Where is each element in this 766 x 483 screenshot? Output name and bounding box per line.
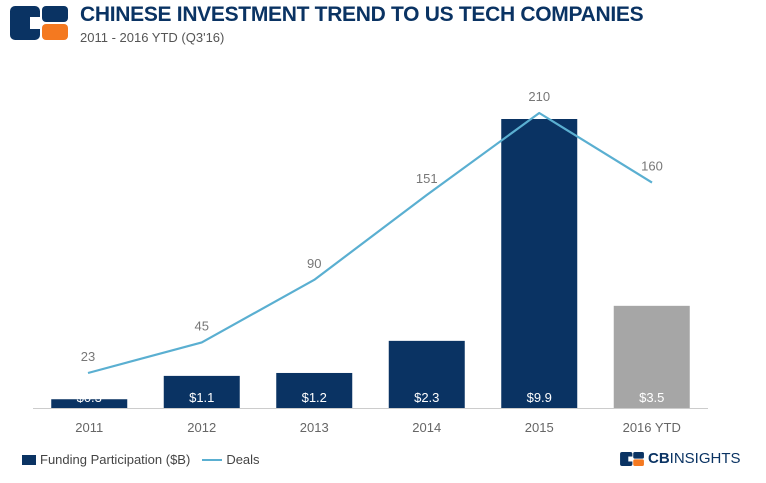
chart-legend: Funding Participation ($B) Deals [22,452,260,467]
brand-logo: CBINSIGHTS [620,450,741,467]
deals-value-label: 210 [528,89,550,104]
x-tick-label: 2014 [412,420,441,435]
chart-subtitle: 2011 - 2016 YTD (Q3'16) [80,30,225,45]
legend-bar-label: Funding Participation ($B) [40,452,191,467]
bar-2014 [388,340,465,408]
legend-line-label: Deals [226,452,260,467]
bar-value-label: $9.9 [527,390,552,405]
bar-value-label: $2.3 [414,390,439,405]
deals-value-label: 90 [307,256,321,271]
bar-value-label: $0.3 [77,390,102,405]
deals-line [87,111,653,375]
brand-name: CBINSIGHTS [648,450,741,467]
x-tick-label: 2016 YTD [623,420,681,435]
x-tick-label: 2015 [525,420,554,435]
bar-2011 [51,399,128,408]
bar-2016-ytd [613,305,690,408]
deals-value-label: 160 [641,159,663,174]
legend-bar-swatch [22,454,36,465]
bar-2012 [163,375,240,408]
bar-value-label: $1.1 [189,390,214,405]
bar-value-label: $1.2 [302,390,327,405]
cb-insights-logo-icon [10,6,68,40]
deals-value-label: 45 [195,318,209,333]
deals-value-label: 23 [81,349,95,364]
deals-value-label: 151 [416,171,438,186]
bar-2015 [501,119,578,408]
x-tick-label: 2011 [75,420,103,435]
cb-small-logo-icon [620,451,644,466]
x-tick-label: 2013 [300,420,329,435]
bar-value-label: $3.5 [639,390,664,405]
bar-2013 [276,372,353,408]
x-tick-label: 2012 [187,420,216,435]
legend-line-swatch [202,458,223,461]
chart-title: CHINESE INVESTMENT TREND TO US TECH COMP… [80,3,644,26]
